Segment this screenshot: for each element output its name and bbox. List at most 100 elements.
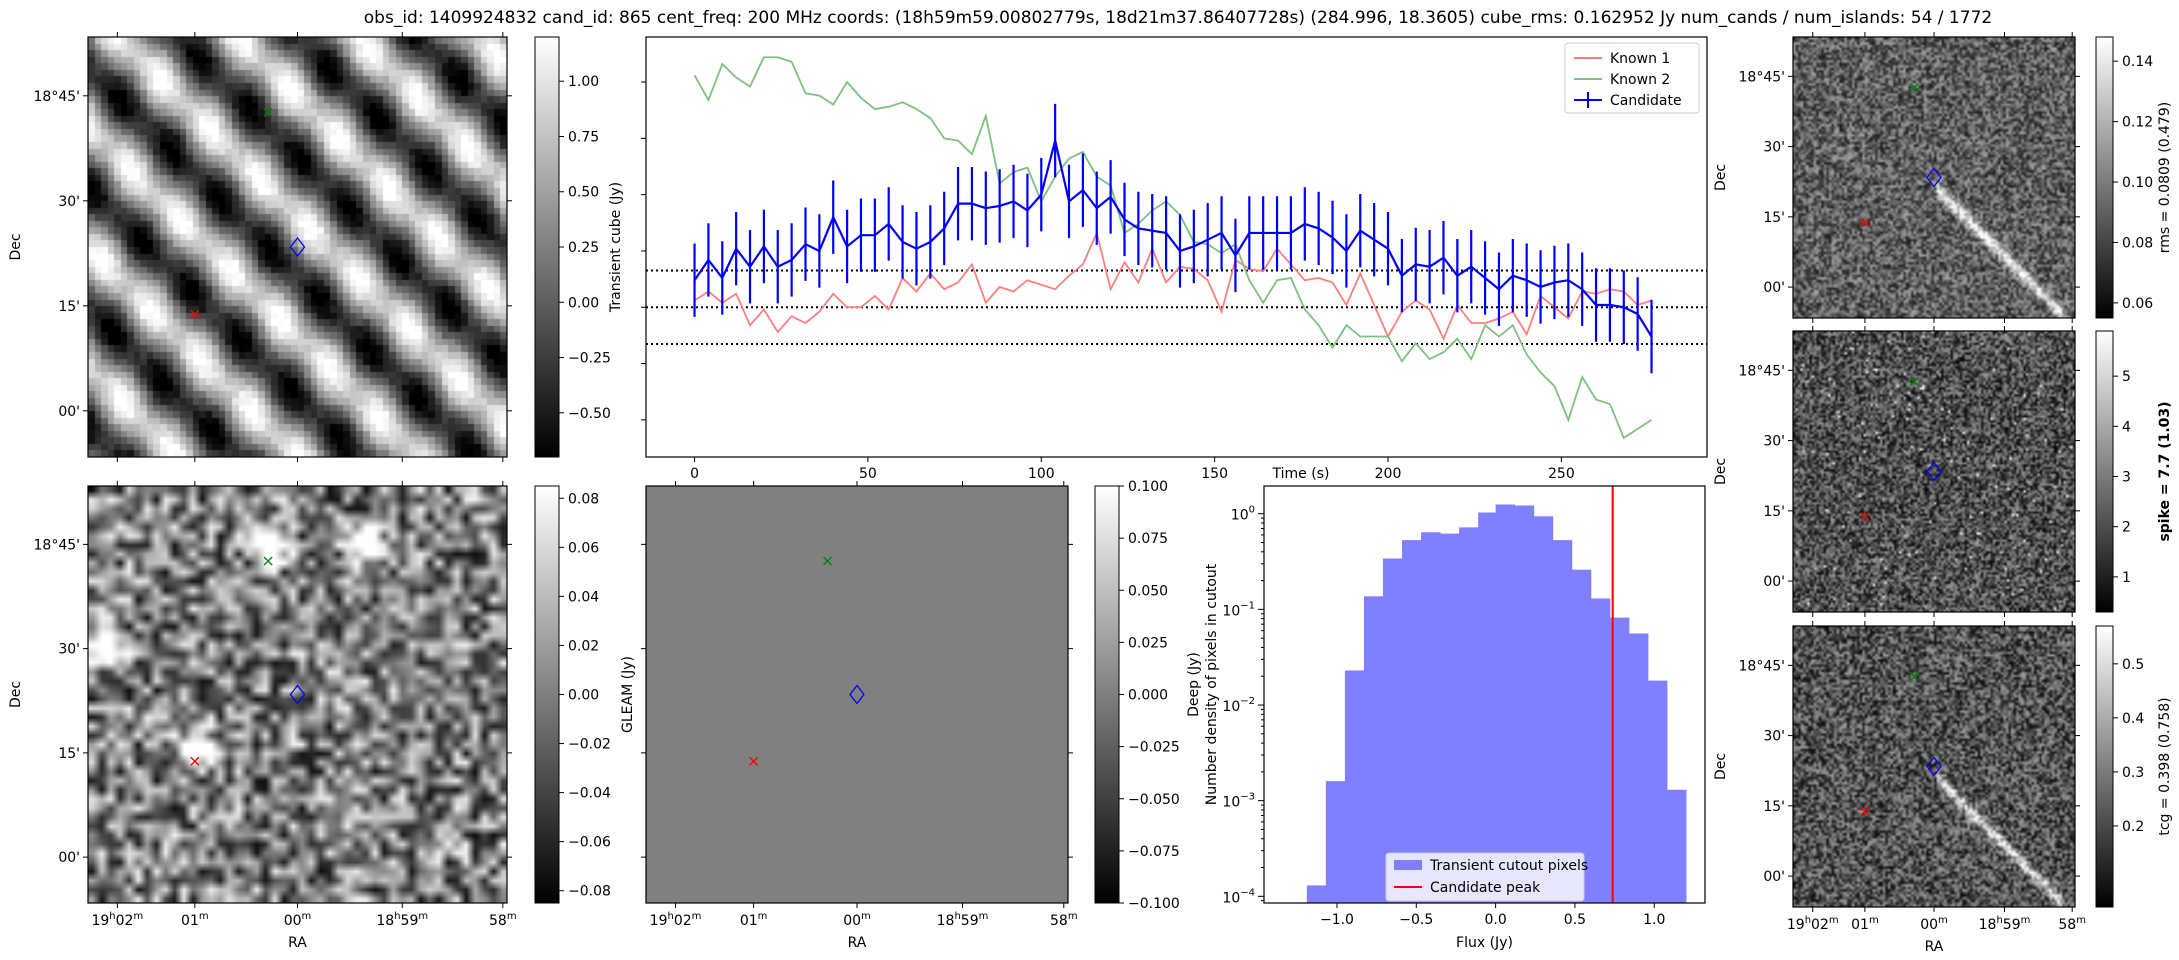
colorbar-tick-label: 0.50 <box>568 185 599 201</box>
colorbar-tick-label: 0.050 <box>1128 583 1168 599</box>
legend-box <box>1564 42 1700 114</box>
flux-histogram-chart: 100 10−1 10−2 10−3 10−4 <box>1222 485 1706 908</box>
histogram-bar <box>1421 532 1441 903</box>
colorbar-tick-label: 0.00 <box>568 295 599 311</box>
y-axis-label: Transient cube (Jy) <box>608 182 624 313</box>
colorbar-tick-label: −0.04 <box>568 786 611 802</box>
histogram-bar <box>1514 505 1535 903</box>
colorbar-gradient <box>2095 36 2114 319</box>
colorbar-tick-label: 5 <box>2122 369 2131 385</box>
colorbar-tick-label: 0.75 <box>568 129 599 145</box>
histogram-bar <box>1344 670 1365 903</box>
colorbar-tick-label: −0.050 <box>1128 792 1180 808</box>
x-tick-label: −0.5 <box>1399 912 1433 928</box>
rms-cutout-image <box>1793 37 2075 318</box>
known1-x-marker <box>1860 806 1870 816</box>
colorbar-tick-label: −0.075 <box>1128 844 1180 860</box>
dec-tick-label: 18°45' <box>1739 69 1785 85</box>
x-icon <box>1909 672 1919 682</box>
dec-tick-label: 15' <box>58 746 80 762</box>
colorbar-tick-label: 0.02 <box>568 638 599 654</box>
legend-label: Transient cutout pixels <box>1429 858 1588 874</box>
gleam-sky-axes <box>641 481 1073 908</box>
dec-tick-label: 00' <box>1763 869 1785 885</box>
colorbar-tick-label: 0.04 <box>568 589 599 605</box>
ra-axis-label: RA <box>1925 939 1944 955</box>
gleam-axes-frame <box>645 485 1069 904</box>
diamond-icon <box>849 684 865 705</box>
x-tick-label: 50 <box>859 466 877 482</box>
figure-title: obs_id: 1409924832 cand_id: 865 cent_fre… <box>364 8 1992 28</box>
legend-label: Candidate <box>1610 93 1682 109</box>
y-axis-label-line2: Number density of pixels in cutout <box>1204 563 1220 805</box>
dec-tick-label: 00' <box>58 404 80 420</box>
histogram-bar <box>1590 598 1611 903</box>
tcg-sky-axes <box>1788 621 2080 912</box>
ra-axis-label: RA <box>848 935 867 951</box>
ra-tick-label: 18h59m <box>937 911 989 929</box>
histogram-bar <box>1440 533 1460 903</box>
colorbar-gradient <box>2095 330 2114 613</box>
colorbar-tick-label: 0.08 <box>568 491 599 507</box>
y-axis-label-line1: Deep (Jy) <box>1186 652 1202 717</box>
dec-tick-label: 00' <box>1763 280 1785 296</box>
candidate-diamond-marker <box>849 684 865 705</box>
x-icon <box>749 756 759 766</box>
ra-tick-label: 01m <box>740 911 768 929</box>
x-icon <box>263 556 273 566</box>
deep-sky-axes <box>83 481 512 908</box>
x-tick-label: 200 <box>1375 466 1402 482</box>
diamond-icon <box>1926 756 1942 777</box>
dec-axis-label: Dec <box>1713 458 1729 485</box>
histogram-bar <box>1628 633 1649 903</box>
colorbar-tick-label: −0.08 <box>568 884 611 900</box>
histogram-bar <box>1325 781 1346 903</box>
legend-box <box>1385 852 1585 902</box>
gleam-cutout-image <box>646 486 1068 903</box>
diamond-icon <box>289 684 306 705</box>
spike-sky-axes <box>1788 326 2080 617</box>
light-curve-frame <box>645 36 1708 458</box>
dec-tick-label: 00' <box>1763 574 1785 590</box>
colorbar-tick-label: −0.100 <box>1128 896 1180 912</box>
colorbar-tick-label: 0.00 <box>568 688 599 704</box>
transient-cutout-image <box>88 37 507 457</box>
colorbar-gradient <box>2095 625 2114 908</box>
colorbar-tick-label: 0.3 <box>2122 765 2144 781</box>
colorbar-tick-label: 0.5 <box>2122 657 2144 673</box>
ra-tick-label: 19h02m <box>650 911 702 929</box>
ra-tick-label: 58m <box>489 911 517 929</box>
colorbar-tick-label: 0.06 <box>2122 296 2153 312</box>
x-tick-label: 0.5 <box>1564 912 1586 928</box>
ra-tick-label: 00m <box>284 911 312 929</box>
histogram-bar <box>1402 540 1422 903</box>
dec-tick-label: 30' <box>1763 140 1785 156</box>
colorbar-label: tcg = 0.398 (0.758) <box>2157 697 2173 835</box>
gleam-colorbar <box>1094 485 1124 904</box>
dec-axis-label: Dec <box>8 681 24 708</box>
candidate-diamond-marker <box>1926 461 1942 482</box>
colorbar-label: spike = 7.7 (1.03) <box>2157 401 2173 541</box>
known2-x-marker <box>1909 83 1919 93</box>
x-icon <box>190 309 200 319</box>
colorbar-tick-label: 1.00 <box>568 74 599 90</box>
colorbar-tick-label: 0.14 <box>2122 54 2153 70</box>
ra-tick-label: 00m <box>1920 915 1948 933</box>
diamond-icon <box>1926 461 1942 482</box>
transient-colorbar <box>534 36 564 458</box>
dec-tick-label: 18°45' <box>1739 363 1785 379</box>
colorbar-tick-label: −0.06 <box>568 835 611 851</box>
candidate-diamond-marker <box>1926 756 1942 777</box>
histogram-bar <box>1533 516 1554 903</box>
x-icon <box>1909 377 1919 387</box>
colorbar-tick-label: 0.12 <box>2122 115 2153 131</box>
ra-tick-label: 58m <box>2058 915 2086 933</box>
known1-x-marker <box>1860 217 1870 227</box>
x-axis-label: Flux (Jy) <box>1456 935 1513 951</box>
y-tick-label: 100 <box>1231 505 1255 524</box>
x-tick-label: −1.0 <box>1320 912 1354 928</box>
histogram-frame <box>1263 485 1706 904</box>
histogram-bar <box>1647 680 1668 903</box>
dec-tick-label: 15' <box>1763 799 1785 815</box>
